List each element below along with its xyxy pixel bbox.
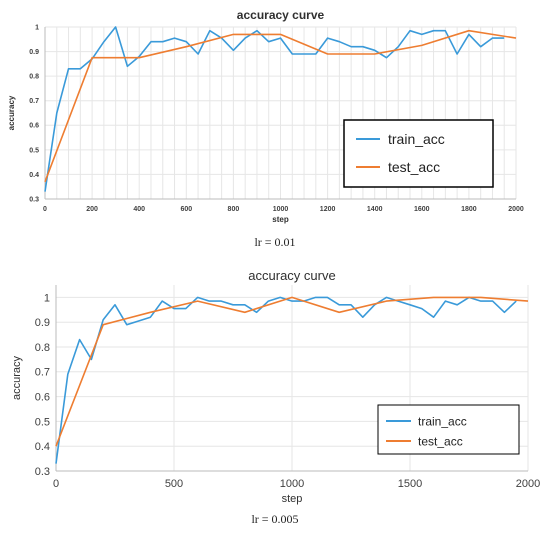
x-tick-label: 2000 <box>508 206 524 213</box>
x-tick-label: 400 <box>133 206 145 213</box>
x-tick-label: 200 <box>86 206 98 213</box>
legend-label-test-acc: test_acc <box>388 159 440 175</box>
chart-caption: lr = 0.005 <box>251 512 299 526</box>
chart-title: accuracy curve <box>248 268 335 283</box>
x-tick-label: 800 <box>228 206 240 213</box>
chart-panel-lr-0-01: 0.3 0.4 0.5 0.6 0.7 0.8 0.9 1 0 200 400 600 800 1000 1… <box>0 0 550 262</box>
chart-panel-lr-0-005: 0.3 0.4 0.5 0.6 0.7 0.8 0.9 1 0 500 1000 1500 2000 ac… <box>0 262 550 537</box>
y-axis-label: accuracy <box>11 355 23 400</box>
x-tick-label: 1500 <box>398 478 422 490</box>
y-tick-label: 0.8 <box>35 342 50 354</box>
x-tick-label: 1000 <box>273 206 289 213</box>
series-line-test-acc <box>44 29 517 183</box>
x-axis-label: step <box>272 215 289 224</box>
accuracy-chart-2: 0.3 0.4 0.5 0.6 0.7 0.8 0.9 1 0 500 1000 1500 2000 ac… <box>11 268 540 505</box>
y-tick-label: 0.6 <box>35 391 50 403</box>
y-tick-label: 0.6 <box>29 123 39 130</box>
legend-box <box>343 119 494 188</box>
x-tick-label: 1400 <box>367 206 383 213</box>
y-tick-label: 0.3 <box>29 196 39 203</box>
y-tick-label: 0.8 <box>29 74 39 81</box>
x-tick-label: 1200 <box>320 206 336 213</box>
y-tick-label: 0.5 <box>29 147 39 154</box>
legend-label-train-acc: train_acc <box>388 131 445 147</box>
y-tick-label: 1 <box>35 24 39 31</box>
x-tick-label: 0 <box>43 206 47 213</box>
x-tick-label: 1800 <box>461 206 477 213</box>
y-tick-label: 0.3 <box>35 466 50 478</box>
y-axis-label: accuracy <box>7 95 16 130</box>
y-tick-label: 1 <box>44 292 50 304</box>
y-tick-label: 0.7 <box>35 367 50 379</box>
y-tick-label: 0.4 <box>29 172 39 179</box>
accuracy-chart-1: 0.3 0.4 0.5 0.6 0.7 0.8 0.9 1 0 200 400 600 800 1000 1… <box>7 8 524 224</box>
y-tick-label: 0.5 <box>35 416 50 428</box>
x-tick-label: 0 <box>53 478 59 490</box>
legend-label-train-acc: train_acc <box>418 414 467 428</box>
chart-title: accuracy curve <box>237 8 325 22</box>
chart-caption: lr = 0.01 <box>254 235 296 249</box>
series-line-test-acc <box>55 296 529 447</box>
series-line-train-acc <box>44 26 505 192</box>
legend-label-test-acc: test_acc <box>418 434 463 448</box>
x-tick-label: 1000 <box>280 478 304 490</box>
y-tick-label: 0.9 <box>29 49 39 56</box>
x-tick-label: 1600 <box>414 206 430 213</box>
x-tick-label: 2000 <box>516 478 540 490</box>
x-tick-label: 600 <box>180 206 192 213</box>
x-axis-label: step <box>282 493 303 505</box>
legend-box <box>377 404 520 455</box>
x-tick-label: 500 <box>165 478 183 490</box>
y-tick-label: 0.4 <box>35 441 50 453</box>
y-tick-label: 0.9 <box>35 317 50 329</box>
y-tick-label: 0.7 <box>29 98 39 105</box>
